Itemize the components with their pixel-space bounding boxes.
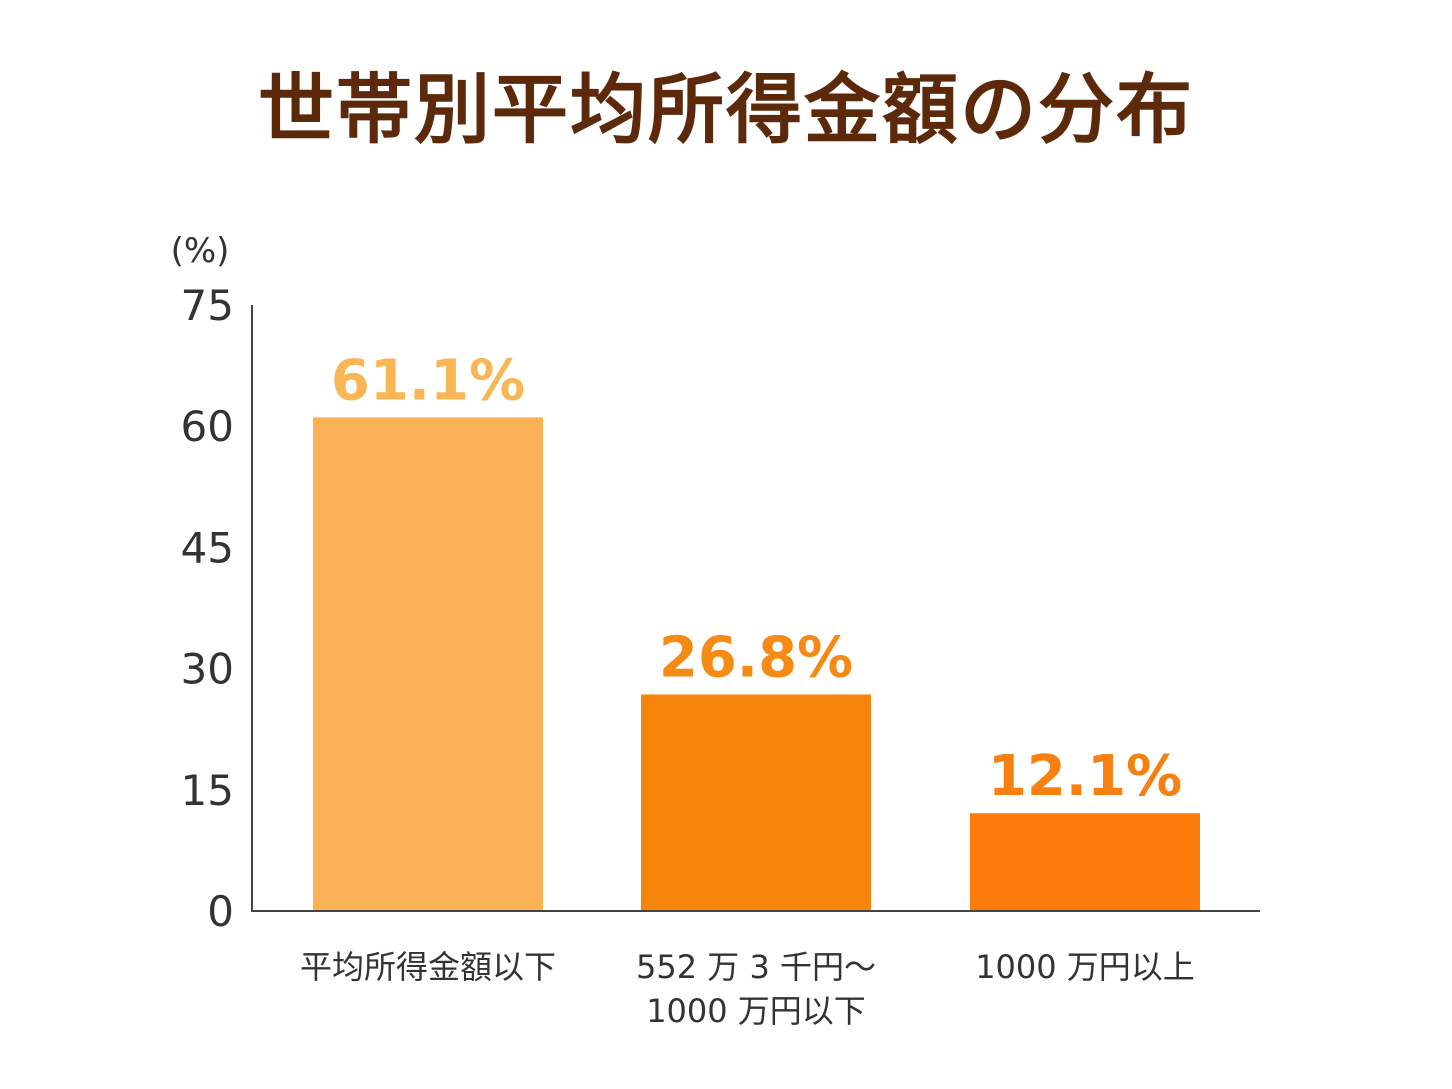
y-tick-label: 0 — [207, 887, 234, 936]
x-category-label: 1000 万円以上 — [975, 948, 1195, 986]
data-label: 12.1% — [988, 744, 1182, 809]
chart-title: 世帯別平均所得金額の分布 — [258, 65, 1194, 154]
bar — [313, 417, 543, 911]
y-tick-label: 30 — [181, 645, 234, 694]
data-label: 26.8% — [659, 625, 853, 690]
y-axis-unit-label: (%) — [171, 231, 230, 271]
y-tick-label: 60 — [181, 402, 234, 451]
data-label: 61.1% — [331, 348, 525, 413]
y-tick-label: 45 — [181, 523, 234, 572]
bar — [970, 813, 1200, 911]
y-tick-label: 15 — [181, 766, 234, 815]
x-category-label: 平均所得金額以下 — [300, 948, 556, 986]
x-category-label: 552 万 3 千円〜 — [636, 948, 876, 986]
y-tick-label: 75 — [181, 281, 234, 330]
bar — [641, 694, 871, 911]
x-category-label: 1000 万円以下 — [646, 992, 866, 1030]
